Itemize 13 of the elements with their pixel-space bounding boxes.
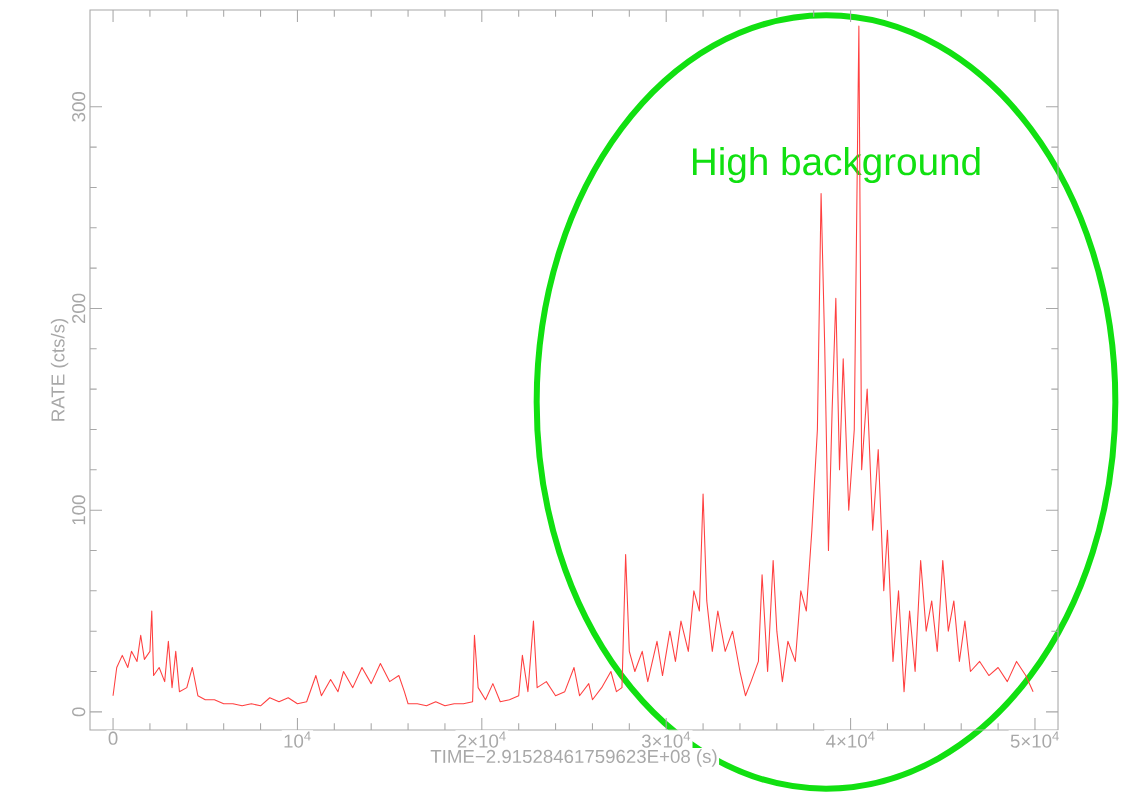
- x-tick-label: 2×10$^{4}$: [457, 731, 506, 748]
- x-axis-title: TIME−2.91528461759623E+08 (s): [430, 749, 717, 767]
- x-tick-label: 3×10$^{4}$: [641, 731, 691, 748]
- y-axis-title: RATE (cts/s): [50, 318, 69, 421]
- y-tick-label: 300: [72, 91, 86, 122]
- y-tick-label: 0: [72, 707, 86, 717]
- x-tick-label: 4×10$^{4}$: [826, 731, 875, 748]
- y-tick-label: 100: [72, 495, 86, 525]
- line-series: [112, 25, 1034, 707]
- x-tick-label: 10$^{4}$: [284, 731, 311, 748]
- y-tick-label: 200: [72, 293, 86, 324]
- x-tick-label: 0: [108, 731, 118, 745]
- x-tick-label: 5×10$^{4}$: [1010, 731, 1059, 748]
